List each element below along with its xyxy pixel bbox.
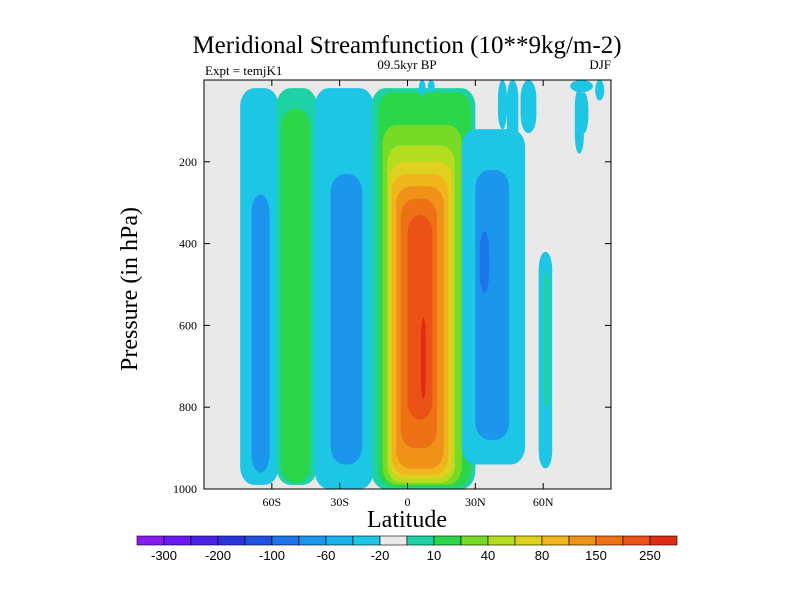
colorbar-label: -200: [205, 548, 231, 563]
contour-region-20: [251, 194, 270, 473]
x-axis-ticks: 60S 30S 0 30N 60N: [262, 80, 554, 509]
x-tick-label: 0: [405, 495, 411, 509]
colorbar-swatch: [622, 535, 651, 546]
x-axis-label: Latitude: [367, 507, 447, 533]
colorbar-swatch: [190, 535, 219, 546]
colorbar-label: -100: [259, 548, 285, 563]
colorbar-swatch: [352, 535, 381, 546]
x-tick-label: 60S: [262, 495, 281, 509]
contour-region--10: [595, 80, 605, 101]
contour-region--10: [506, 80, 519, 179]
colorbar-swatch: [649, 535, 678, 546]
contour-region-20: [330, 174, 363, 465]
contour-region--10: [427, 80, 435, 93]
colorbar-swatch: [136, 535, 165, 546]
colorbar-swatch: [406, 535, 435, 546]
contour-region--20: [475, 169, 510, 440]
colorbar-swatch: [460, 535, 489, 546]
season-label: DJF: [589, 57, 611, 72]
colorbar-swatch: [325, 535, 354, 546]
colorbar-swatch: [379, 535, 408, 546]
colorbar-swatch: [298, 535, 327, 546]
colorbar-swatch: [568, 535, 597, 546]
y-axis-label: Pressure (in hPa): [117, 207, 143, 371]
colorbar-swatch: [595, 535, 624, 546]
x-tick-label: 60N: [533, 495, 554, 509]
chart-title: Meridional Streamfunction (10**9kg/m-2): [192, 32, 621, 59]
contour-region--10: [418, 80, 426, 97]
colorbar-swatch: [487, 535, 516, 546]
colorbar-label: -60: [317, 548, 336, 563]
colorbar-label: -20: [371, 548, 390, 563]
colorbar-label: 250: [639, 548, 661, 563]
y-tick-label: 800: [179, 400, 197, 414]
colorbar-swatch: [514, 535, 543, 546]
colorbar-swatch: [217, 535, 246, 546]
x-tick-label: 30N: [465, 495, 486, 509]
x-tick-label: 30S: [330, 495, 349, 509]
y-tick-label: 400: [179, 237, 197, 251]
y-tick-label: 200: [179, 155, 197, 169]
contour-region-20: [280, 108, 311, 483]
contour-region--10: [497, 80, 507, 130]
colorbar-swatch: [244, 535, 273, 546]
contour-region-300: [421, 317, 426, 400]
y-tick-label: 600: [179, 318, 197, 332]
plot-area: [203, 79, 612, 490]
experiment-label: Expt = temjK1: [205, 63, 282, 78]
contour-region--10: [579, 92, 589, 134]
colorbar: -300 -200 -100 -60 -20 10 40 80 150 250: [136, 535, 678, 563]
colorbar-swatch: [163, 535, 192, 546]
contour-regions: [240, 80, 605, 490]
colorbar-label: 150: [585, 548, 607, 563]
contour-region--40: [479, 231, 489, 293]
colorbar-label: -300: [151, 548, 177, 563]
contour-region--10: [570, 80, 593, 93]
colorbar-label: 40: [481, 548, 495, 563]
colorbar-swatch: [271, 535, 300, 546]
colorbar-label: 80: [535, 548, 549, 563]
contour-region--10: [520, 80, 537, 134]
contour-region-10: [543, 272, 550, 408]
y-axis-ticks: 200 400 600 800 1000: [173, 155, 611, 496]
colorbar-swatch: [433, 535, 462, 546]
y-tick-label: 1000: [173, 482, 197, 496]
contour-region-250: [407, 214, 433, 420]
colorbar-label: 10: [427, 548, 441, 563]
period-label: 09.5kyr BP: [377, 57, 436, 72]
colorbar-swatch: [541, 535, 570, 546]
